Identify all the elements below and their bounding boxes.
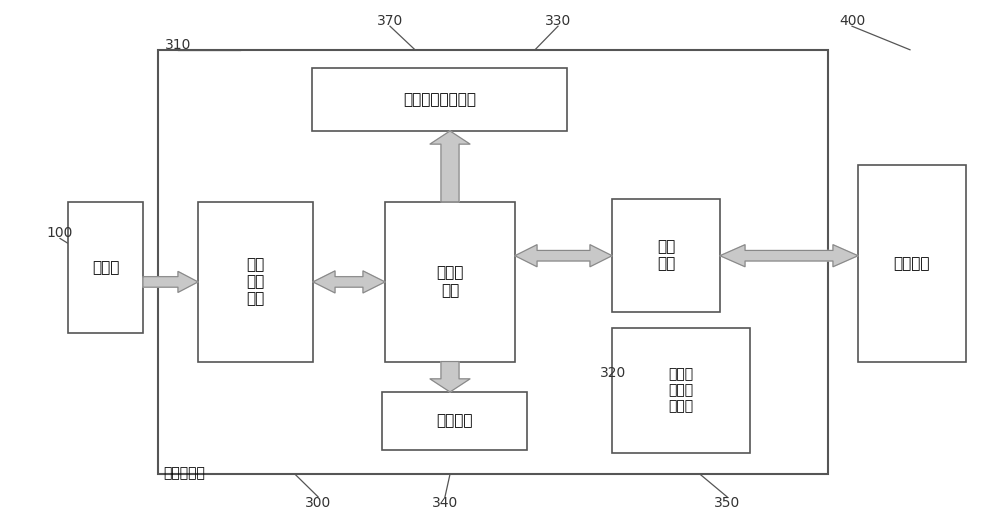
Text: 波纹管: 波纹管: [92, 260, 119, 275]
Polygon shape: [720, 245, 858, 267]
Text: 气压
监测
模块: 气压 监测 模块: [246, 257, 265, 307]
Text: 储能装
置及电
源模块: 储能装 置及电 源模块: [668, 367, 694, 413]
Text: 340: 340: [432, 496, 458, 510]
Bar: [612, 328, 750, 453]
Polygon shape: [430, 131, 470, 202]
Bar: [312, 68, 567, 131]
Bar: [68, 202, 143, 333]
Text: 310: 310: [165, 38, 191, 51]
Text: 门控控制器: 门控控制器: [163, 466, 205, 481]
Bar: [858, 165, 966, 362]
Polygon shape: [313, 271, 385, 293]
Text: 100: 100: [47, 226, 73, 240]
Text: 350: 350: [714, 496, 740, 510]
Polygon shape: [143, 271, 198, 292]
Bar: [382, 392, 527, 450]
Bar: [612, 199, 720, 312]
Polygon shape: [430, 362, 470, 392]
Polygon shape: [515, 245, 612, 267]
Text: 外部主机: 外部主机: [894, 256, 930, 271]
Text: 330: 330: [545, 14, 571, 28]
Text: 处理器
模块: 处理器 模块: [436, 266, 464, 298]
Text: 穿刺偏位报警模块: 穿刺偏位报警模块: [403, 92, 476, 107]
Bar: [158, 50, 828, 474]
Text: 370: 370: [377, 14, 403, 28]
Text: 300: 300: [305, 496, 331, 510]
Text: 400: 400: [839, 14, 865, 28]
Text: 指示模块: 指示模块: [436, 413, 473, 428]
Bar: [198, 202, 313, 362]
Bar: [385, 202, 515, 362]
Text: 320: 320: [600, 366, 626, 380]
Text: 通信
模块: 通信 模块: [657, 239, 675, 271]
